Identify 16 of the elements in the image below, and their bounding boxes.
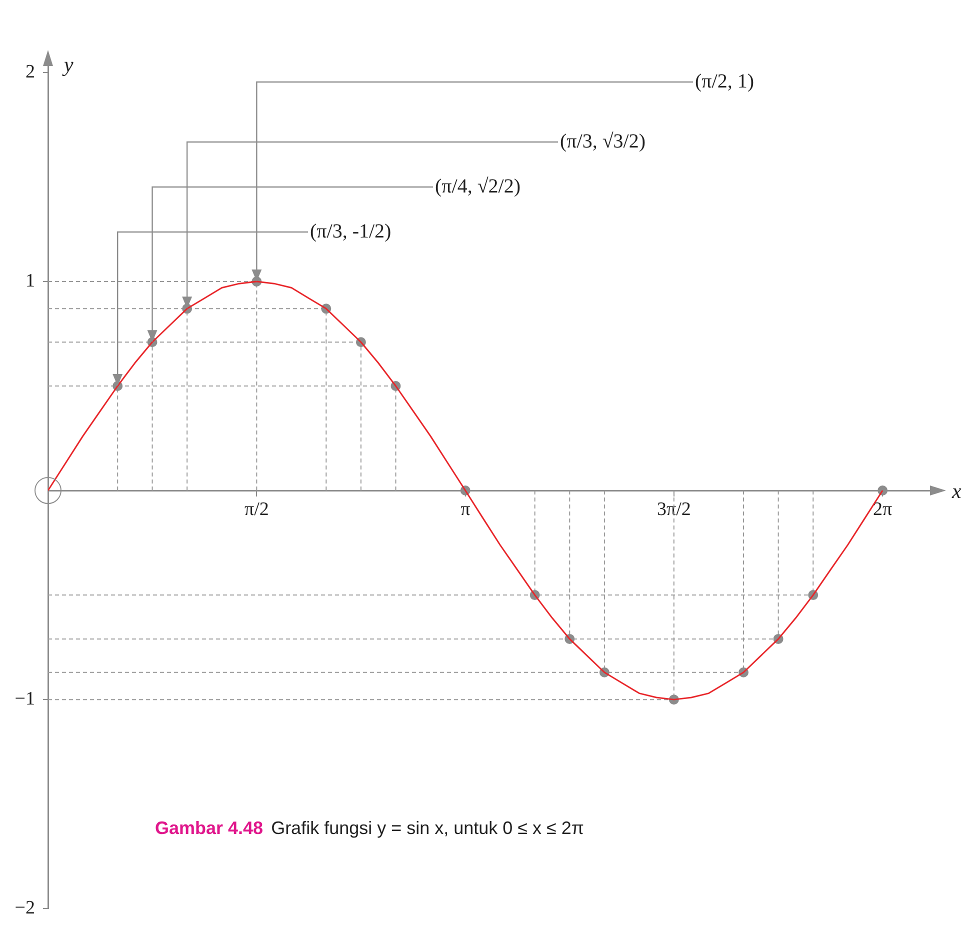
y-tick-label: −2 (14, 898, 35, 919)
x-tick-label: π (460, 498, 471, 520)
x-axis-title: x (951, 479, 962, 504)
y-tick-label: 2 (26, 61, 35, 82)
x-tick-label: π/2 (244, 498, 269, 520)
annotation: Grafik fungsi y = sin x, untuk 0 ≤ x ≤ 2π (271, 818, 584, 838)
x-tick-label: 2π (873, 498, 893, 520)
y-axis-title: y (62, 52, 74, 77)
annotation: Gambar 4.48 (155, 818, 264, 838)
annotation: (π/2, 1) (695, 70, 754, 92)
annotation: (π/3, -1/2) (310, 220, 392, 242)
y-tick-label: −1 (14, 688, 35, 710)
x-tick-label: 3π/2 (656, 498, 691, 520)
annotation: (π/4, √2/2) (435, 175, 521, 198)
y-tick-label: 1 (26, 270, 35, 292)
annotation: (π/3, √3/2) (560, 130, 646, 152)
